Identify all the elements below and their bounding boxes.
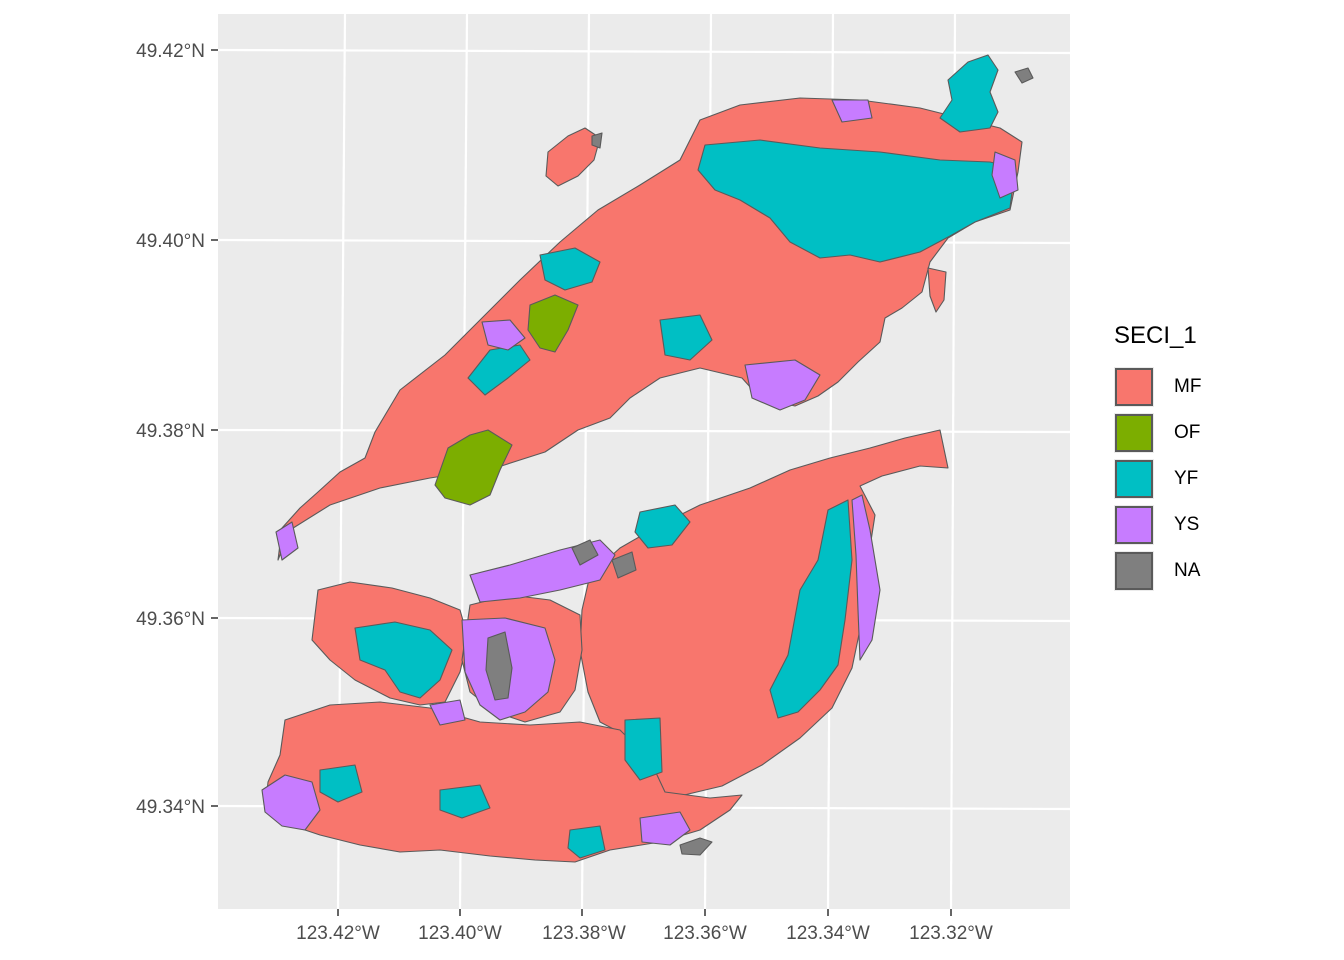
legend-swatch [1115,460,1153,498]
legend: SECI_1 MF OF YF YS NA [1114,322,1201,594]
region-yf-ne [697,139,1016,263]
y-axis: 49.42°N 49.40°N 49.38°N 49.36°N 49.34°N [136,41,218,818]
legend-title: SECI_1 [1114,322,1197,349]
region-na-south-center [485,631,513,701]
region-na-north-tip [1014,67,1034,84]
region-yf-center [539,247,601,291]
region-of-upper [527,294,579,353]
x-ticks [337,909,952,916]
legend-key [1114,551,1154,591]
legend-swatch [1115,414,1153,452]
region-yf-south-west [354,621,453,699]
legend-label: NA [1174,560,1201,581]
region-yf-small-1 [319,764,363,803]
legend-label: YF [1174,468,1199,489]
region-yf-north-tip [939,54,999,133]
y-tick-label: 49.34°N [136,797,205,818]
region-na-central [611,551,637,579]
region-yf-small-3 [567,825,606,859]
legend-item-yf: YF [1114,456,1201,502]
x-tick-label: 123.32°W [909,923,993,944]
region-yf-east-band [769,499,853,719]
legend-swatch [1115,552,1153,590]
legend-key [1114,367,1154,407]
x-axis: 123.42°W 123.40°W 123.38°W 123.36°W 123.… [296,909,993,944]
region-na-south-east [679,837,713,856]
x-tick-label: 123.40°W [418,923,502,944]
y-tick-label: 49.38°N [136,421,205,442]
legend-swatch [1115,506,1153,544]
legend-item-na: NA [1114,548,1201,594]
y-tick-label: 49.40°N [136,231,205,252]
region-ys-mid-east [744,359,821,411]
region-ys-west [481,319,526,351]
region-ys-east-strip [851,494,881,661]
region-yf-west [467,344,531,396]
region-ys-south-west-tip [261,774,321,831]
y-ticks [211,49,218,807]
region-ys-north-top [831,99,873,123]
legend-label: MF [1174,376,1202,397]
x-tick-label: 123.36°W [663,923,747,944]
region-yf-mid [634,504,691,549]
legend-key [1114,459,1154,499]
region-east-strip [927,267,947,313]
legend-label: OF [1174,422,1201,443]
region-ys-far-west [275,521,299,561]
region-ys-south-east [639,811,691,846]
region-ys-north-east [991,151,1019,199]
region-na-north-island [591,132,603,149]
y-tick-label: 49.36°N [136,609,205,630]
region-yf-center-2 [659,314,713,361]
legend-swatch [1115,368,1153,406]
x-tick-label: 123.34°W [786,923,870,944]
map-regions [261,54,1034,863]
region-north-island [545,127,601,187]
legend-item-mf: MF [1114,364,1201,410]
region-na-mid [571,539,599,566]
region-yf-south [624,717,663,781]
region-of-lower [434,429,513,506]
legend-item-of: OF [1114,410,1201,456]
region-yf-small-2 [439,784,491,819]
legend-items: MF OF YF YS NA [1114,364,1201,594]
legend-key [1114,505,1154,545]
y-tick-label: 49.42°N [136,41,205,62]
x-tick-label: 123.42°W [296,923,380,944]
legend-label: YS [1174,514,1200,535]
x-tick-label: 123.38°W [542,923,626,944]
region-ys-south-left [429,699,466,726]
legend-key [1114,413,1154,453]
legend-item-ys: YS [1114,502,1201,548]
